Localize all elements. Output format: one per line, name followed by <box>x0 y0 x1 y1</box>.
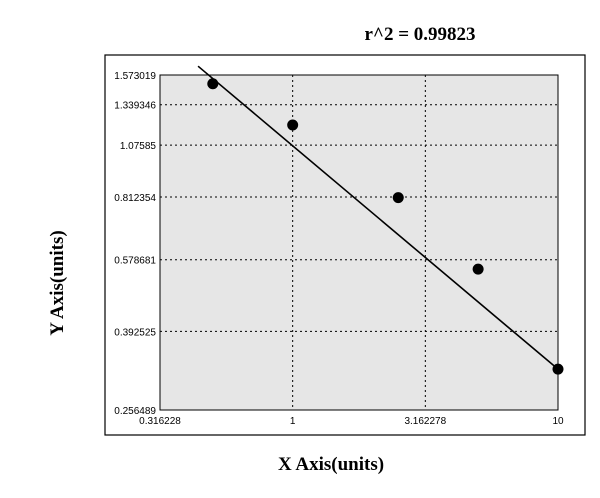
y-tick-label: 0.812354 <box>114 193 156 204</box>
data-point <box>207 78 219 90</box>
x-tick-label: 1 <box>290 416 296 427</box>
x-tick-label: 10 <box>552 416 564 427</box>
fit-line <box>197 65 559 370</box>
y-tick-label: 1.339346 <box>114 101 156 112</box>
data-points <box>207 78 564 375</box>
x-tick-label: 0.316228 <box>139 416 181 427</box>
y-tick-label: 1.07585 <box>120 141 157 152</box>
data-point <box>287 119 299 131</box>
y-tick-label: 0.578681 <box>114 256 156 267</box>
fit-line-layer <box>197 65 559 370</box>
grid-layer <box>160 75 558 410</box>
y-tick-label: 0.256489 <box>114 406 156 417</box>
y-tick-label: 1.573019 <box>114 71 156 82</box>
data-point <box>472 263 484 275</box>
chart-title: r^2 = 0.99823 <box>364 24 475 45</box>
x-axis-label: X Axis(units) <box>278 454 384 475</box>
data-point <box>552 363 564 375</box>
plot-area <box>159 74 559 411</box>
y-axis-label: Y Axis(units) <box>47 230 68 335</box>
data-point <box>392 192 404 204</box>
x-tick-label: 3.162278 <box>404 416 446 427</box>
y-tick-label: 0.392525 <box>114 327 156 338</box>
tick-labels: 0.316228 1 3.162278 10 1.573019 1.339346 1.075… <box>114 71 564 427</box>
